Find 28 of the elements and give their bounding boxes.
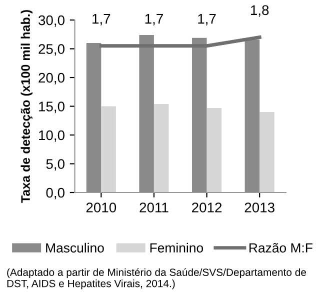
x-tick-label: 2012 [192, 202, 222, 212]
y-tick-label: 15,0 [39, 102, 64, 114]
y-tick-label: 30,0 [38, 15, 64, 27]
legend-label: Feminino [150, 242, 204, 253]
x-tick-label: 2011 [140, 202, 168, 212]
bar [192, 38, 207, 192]
legend-label: Masculino [46, 242, 104, 253]
data-label: 1,7 [92, 14, 110, 26]
bar [154, 104, 169, 192]
bar [139, 34, 154, 192]
data-label: 1,8 [251, 5, 269, 17]
bar [244, 40, 260, 192]
x-tick-label: 2013 [244, 202, 274, 212]
data-label: 1,7 [198, 14, 216, 26]
y-tick-label: 10,0 [39, 130, 64, 142]
y-tick-label: 0,0 [46, 188, 64, 200]
bar [260, 112, 274, 192]
y-tick-label: 25,0 [38, 44, 64, 56]
text: (Adaptado a partir de Ministério da Saúde/SVS/Departamento de DST, AIDS e Hepatites Virais, 2014.) [7, 268, 306, 290]
bar [101, 106, 116, 192]
x-tick-label: 2010 [86, 202, 116, 212]
y-tick-label: 5,0 [46, 159, 64, 171]
legend-label: Razão M:F [250, 242, 312, 253]
data-label: 1,7 [145, 14, 163, 26]
bar [206, 108, 222, 192]
bar [86, 43, 102, 192]
y-tick-label: 20,0 [38, 72, 64, 84]
y-axis-title: Taxa de detecção (x100 mil hab.) [20, 10, 32, 203]
